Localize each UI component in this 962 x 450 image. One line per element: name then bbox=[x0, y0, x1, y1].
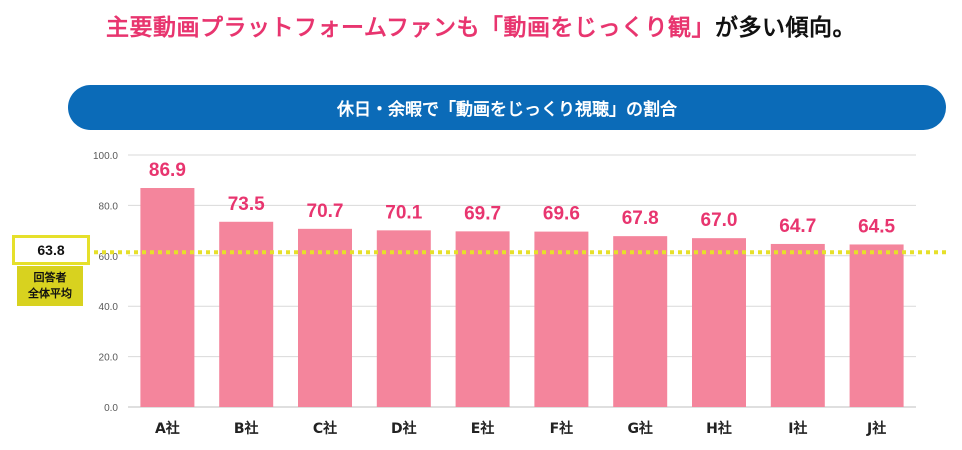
headline-highlight: 主要動画プラットフォームファンも「動画をじっくり観」 bbox=[106, 15, 715, 41]
bar bbox=[140, 188, 195, 407]
y-tick-label: 40.0 bbox=[99, 302, 119, 313]
data-label: 69.6 bbox=[543, 204, 580, 225]
data-label: 67.0 bbox=[701, 210, 738, 231]
average-label-line1: 回答者 bbox=[33, 271, 67, 284]
bar bbox=[613, 236, 668, 407]
x-tick-label: B社 bbox=[234, 420, 259, 437]
bar bbox=[455, 231, 510, 407]
x-tick-label: D社 bbox=[391, 420, 417, 437]
x-tick-label: C社 bbox=[313, 420, 337, 437]
data-label: 73.5 bbox=[228, 194, 265, 215]
headline-rest: が多い傾向。 bbox=[714, 15, 856, 41]
average-label: 回答者 全体平均 bbox=[17, 266, 83, 306]
data-label: 67.8 bbox=[622, 208, 659, 229]
average-label-line2: 全体平均 bbox=[28, 287, 72, 300]
x-tick-label: E社 bbox=[471, 420, 495, 437]
bar bbox=[376, 230, 431, 407]
chart-title-banner: 休日・余暇で「動画をじっくり視聴」の割合 bbox=[68, 85, 946, 130]
x-tick-label: F社 bbox=[550, 420, 574, 437]
bar bbox=[298, 228, 352, 407]
x-tick-label: G社 bbox=[627, 420, 653, 437]
bar bbox=[534, 231, 589, 407]
bar bbox=[770, 243, 825, 407]
y-tick-label: 60.0 bbox=[99, 252, 119, 263]
y-tick-label: 80.0 bbox=[99, 201, 119, 212]
average-value-box: 63.8 bbox=[12, 235, 90, 265]
headline: 主要動画プラットフォームファンも「動画をじっくり観」が多い傾向。 bbox=[0, 8, 962, 42]
data-label: 70.1 bbox=[385, 202, 422, 223]
bar bbox=[692, 238, 746, 407]
x-tick-label: H社 bbox=[706, 420, 732, 437]
data-label: 69.7 bbox=[464, 203, 501, 224]
y-tick-label: 100.0 bbox=[93, 151, 118, 162]
data-label: 70.7 bbox=[307, 201, 344, 222]
bar bbox=[849, 244, 904, 407]
data-label: 64.5 bbox=[858, 216, 895, 237]
bar bbox=[219, 221, 274, 407]
x-tick-label: I社 bbox=[788, 420, 807, 437]
data-label: 86.9 bbox=[149, 160, 186, 181]
chart-title: 休日・余暇で「動画をじっくり視聴」の割合 bbox=[337, 100, 677, 120]
x-tick-label: J社 bbox=[866, 420, 886, 437]
y-tick-label: 20.0 bbox=[99, 353, 119, 364]
average-value: 63.8 bbox=[37, 242, 65, 258]
data-label: 64.7 bbox=[779, 216, 816, 237]
x-tick-label: A社 bbox=[155, 420, 180, 437]
y-tick-label: 0.0 bbox=[104, 403, 118, 414]
